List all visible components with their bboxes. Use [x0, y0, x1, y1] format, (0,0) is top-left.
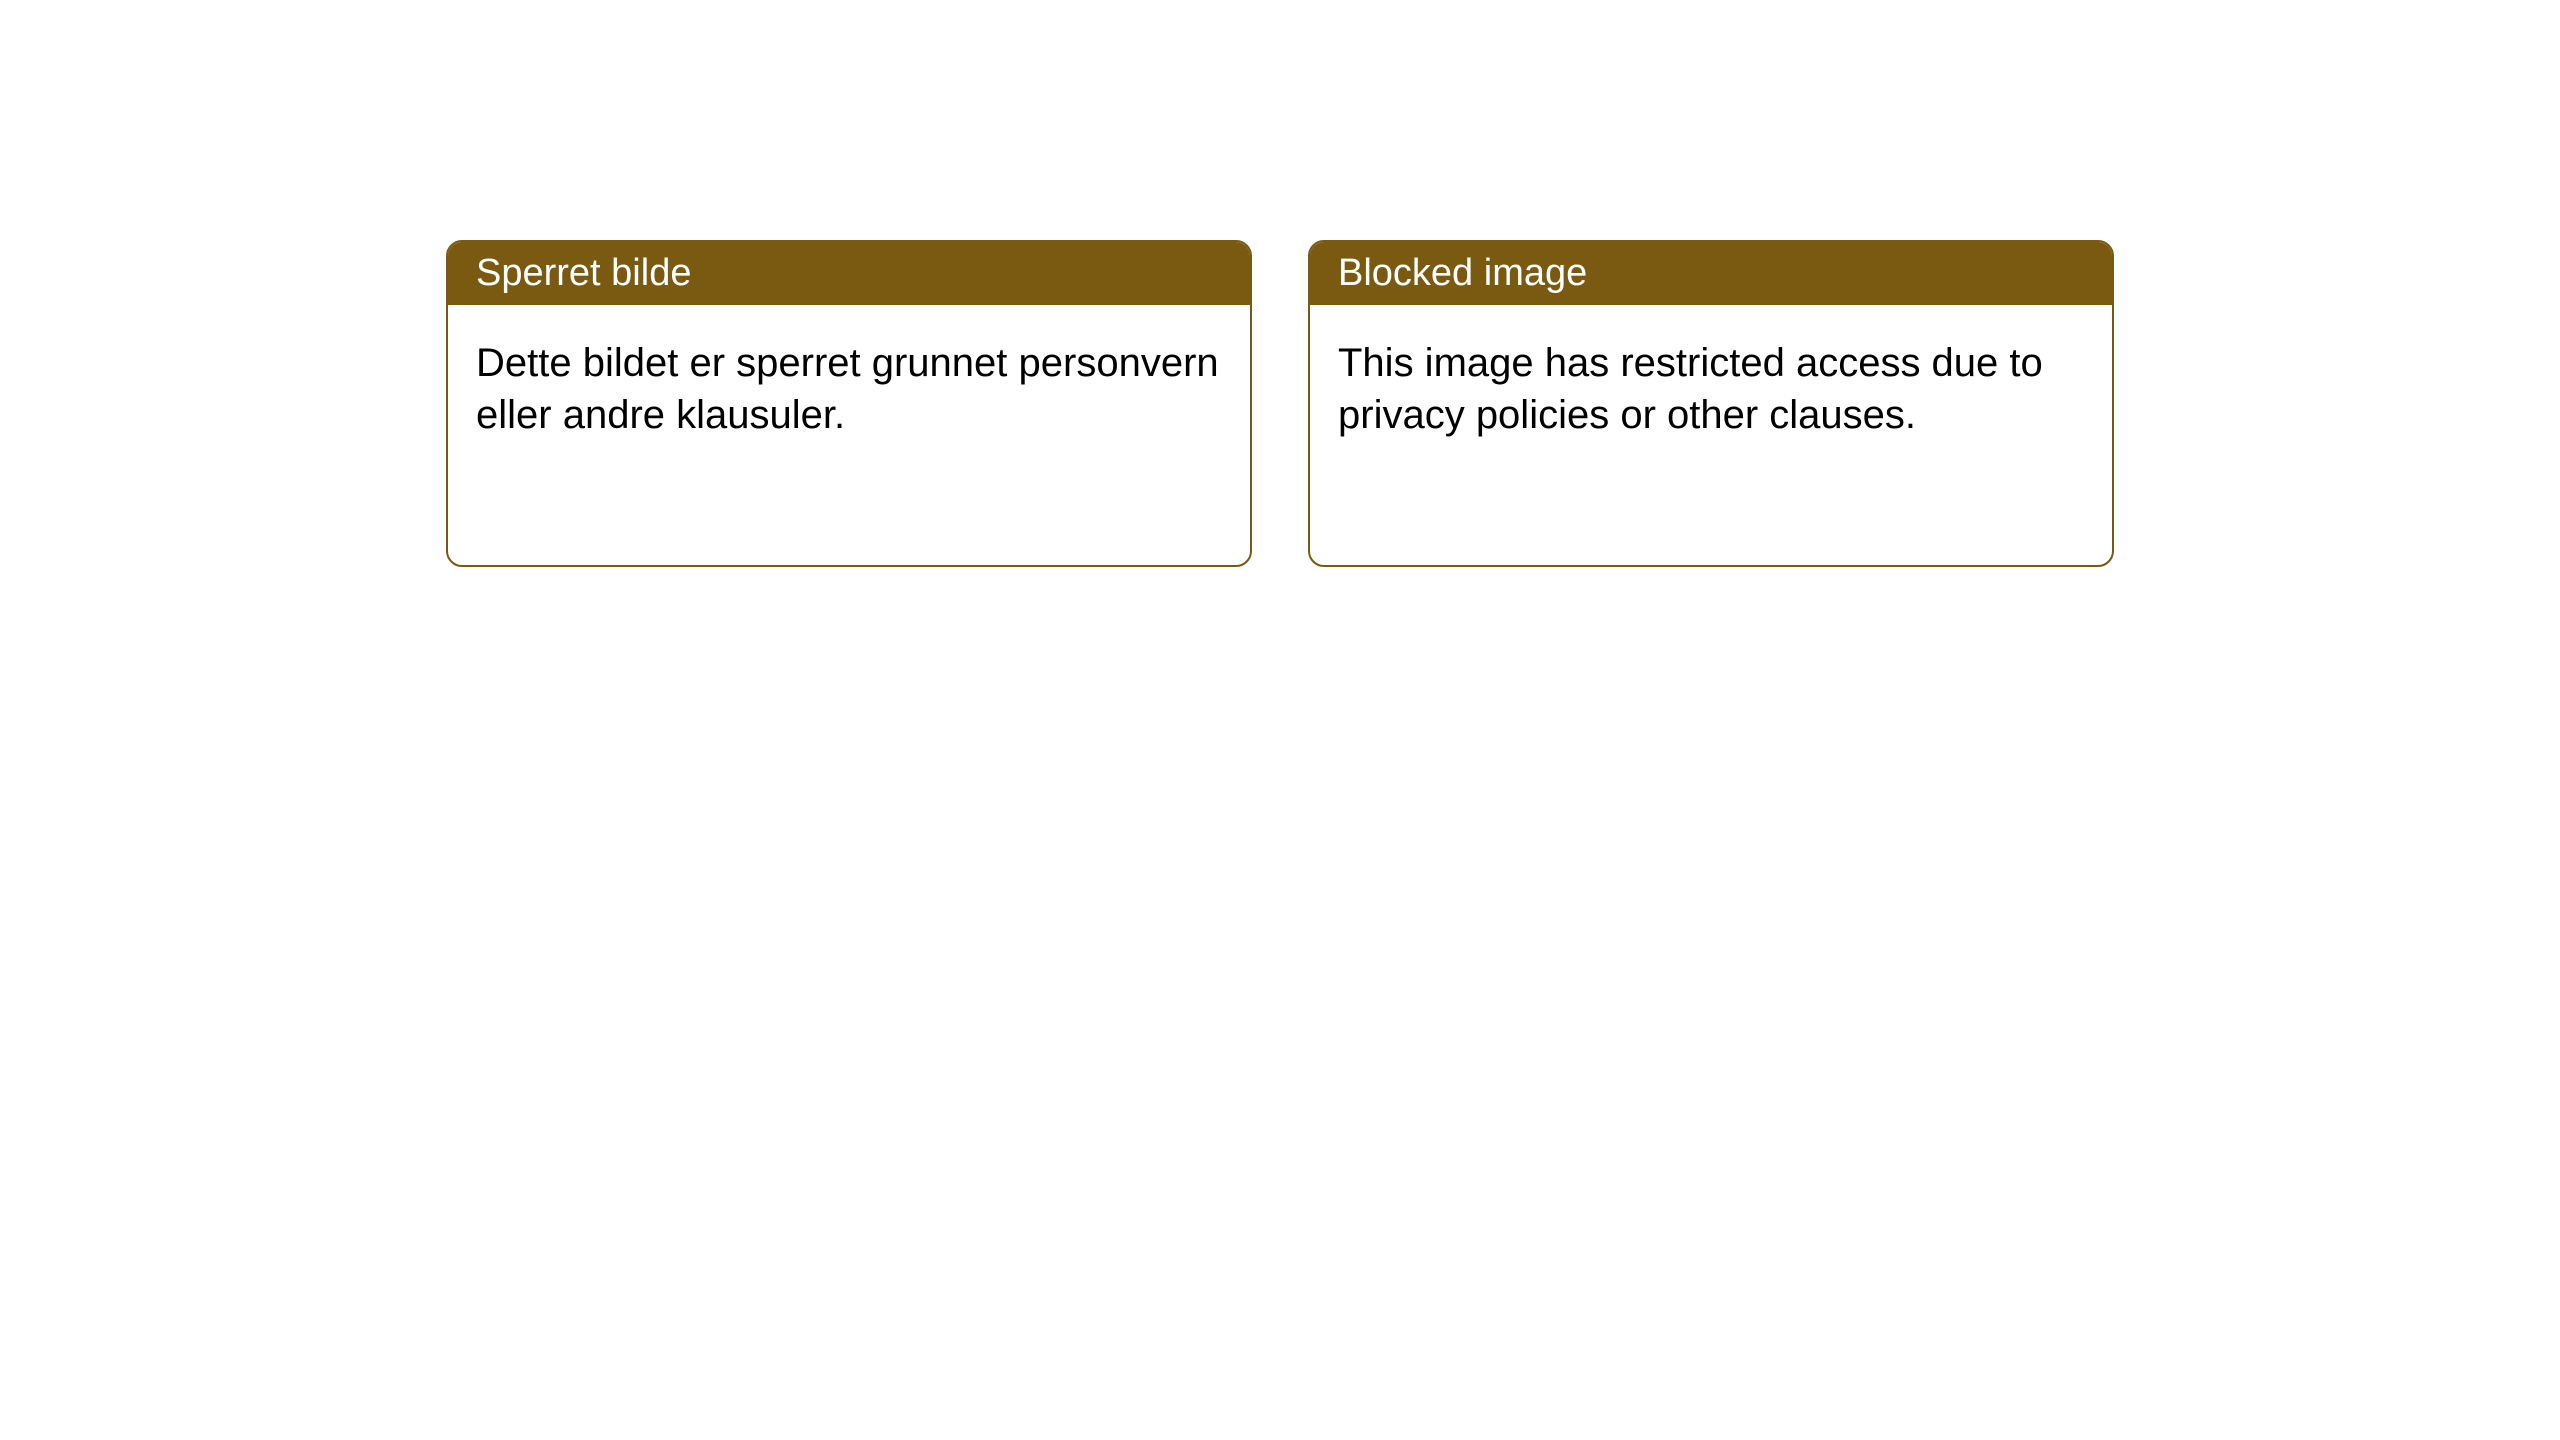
- notice-card-english: Blocked image This image has restricted …: [1308, 240, 2114, 567]
- notice-body: This image has restricted access due to …: [1310, 305, 2112, 565]
- notice-container: Sperret bilde Dette bildet er sperret gr…: [446, 240, 2114, 567]
- notice-header: Blocked image: [1310, 242, 2112, 305]
- notice-header: Sperret bilde: [448, 242, 1250, 305]
- notice-card-norwegian: Sperret bilde Dette bildet er sperret gr…: [446, 240, 1252, 567]
- notice-body: Dette bildet er sperret grunnet personve…: [448, 305, 1250, 565]
